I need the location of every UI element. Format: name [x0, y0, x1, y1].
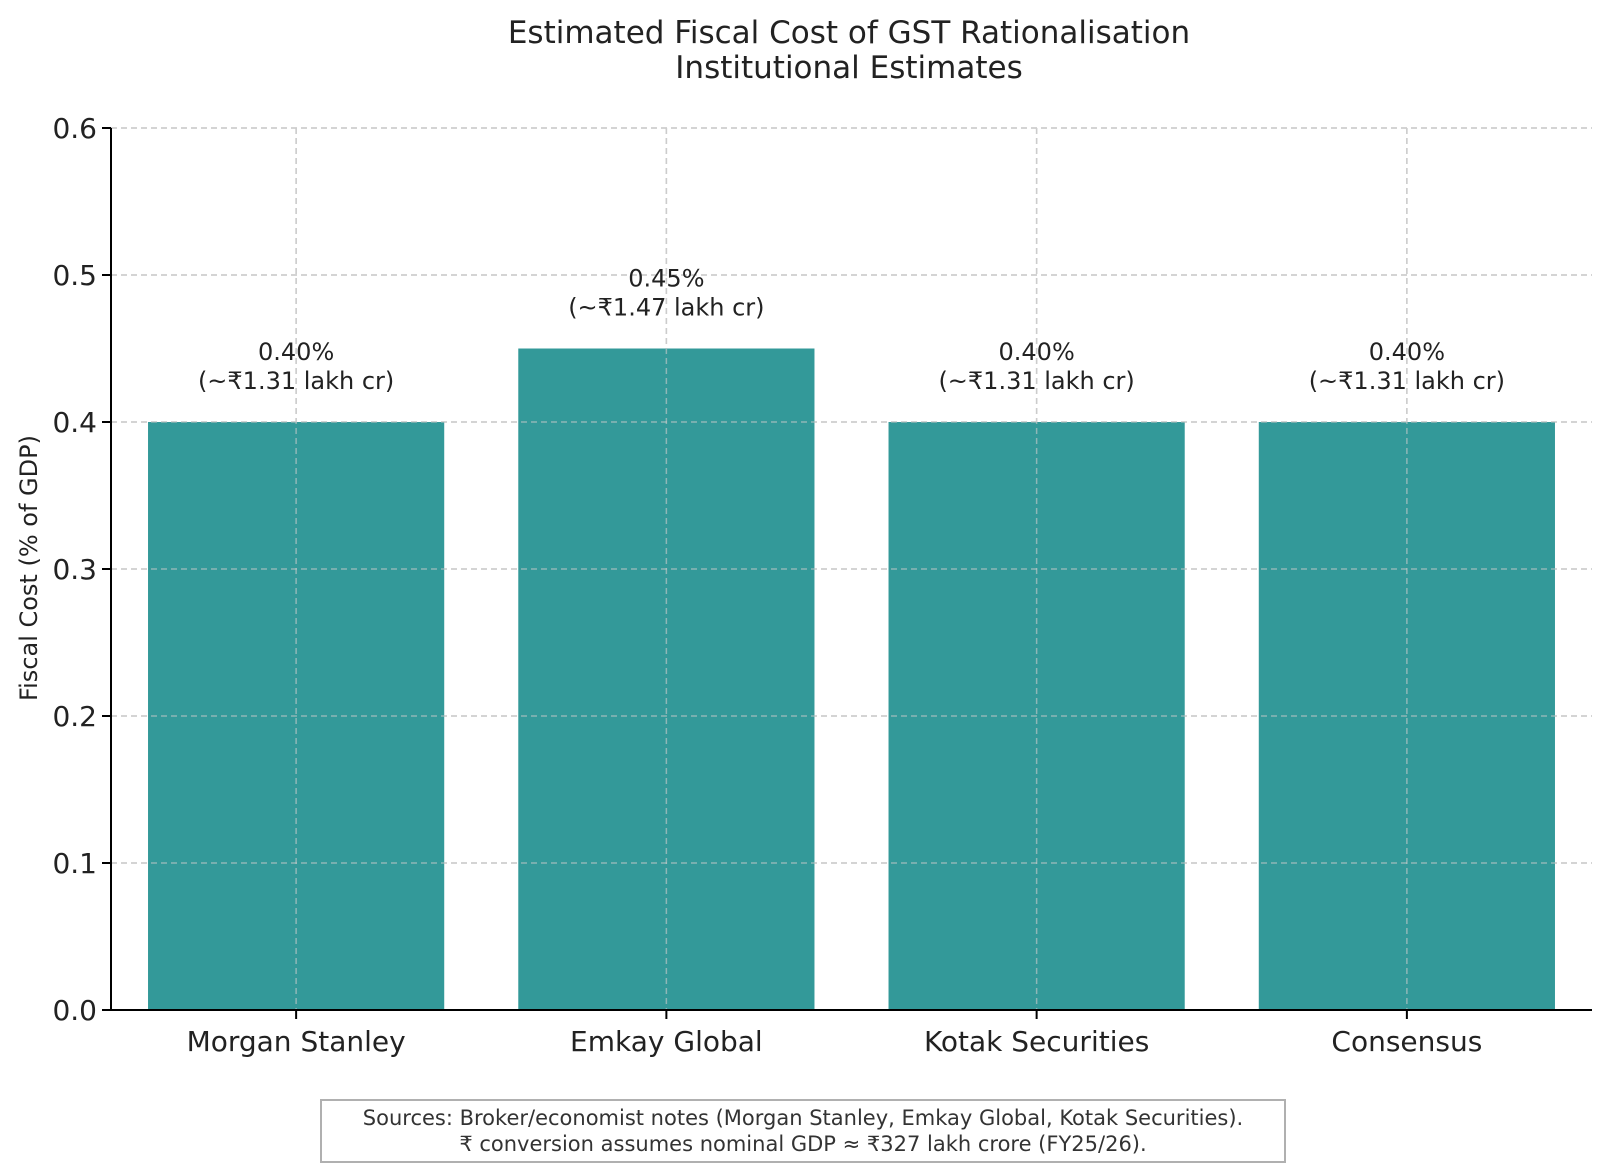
y-tick-label: 0.0 [52, 994, 97, 1027]
y-tick-label: 0.2 [52, 700, 97, 733]
chart-subtitle: Institutional Estimates [675, 50, 1022, 86]
data-label: (~₹1.31 lakh cr) [938, 367, 1134, 395]
y-tick-label: 0.6 [52, 112, 97, 145]
y-tick-label: 0.3 [52, 553, 97, 586]
y-tick-label: 0.1 [52, 847, 97, 880]
sources-note-line-2: ₹ conversion assumes nominal GDP ≈ ₹327 … [459, 1132, 1147, 1156]
bars: 0.40%(~₹1.31 lakh cr)0.45%(~₹1.47 lakh c… [111, 127, 1592, 1010]
sources-note-line-1: Sources: Broker/economist notes (Morgan … [362, 1106, 1244, 1130]
x-tick-label: Kotak Securities [924, 1025, 1149, 1058]
y-tick-label: 0.4 [52, 406, 97, 439]
data-label: 0.40% [1369, 338, 1445, 366]
axes: 0.0 0.1 0.2 0.3 0.4 0.5 0.6 Morgan Stanley Emkay… [52, 112, 1592, 1058]
y-tick-label: 0.5 [52, 259, 97, 292]
x-tick-label: Emkay Global [570, 1025, 763, 1058]
data-label: 0.40% [258, 338, 334, 366]
data-label: 0.45% [628, 265, 704, 293]
x-tick-label: Consensus [1331, 1025, 1482, 1058]
data-label: (~₹1.31 lakh cr) [1309, 367, 1505, 395]
data-label: (~₹1.47 lakh cr) [568, 294, 764, 322]
data-label: 0.40% [999, 338, 1075, 366]
data-label: (~₹1.31 lakh cr) [198, 367, 394, 395]
y-axis-label: Fiscal Cost (% of GDP) [15, 435, 43, 701]
sources-note: Sources: Broker/economist notes (Morgan … [320, 1099, 1286, 1163]
chart-title: Estimated Fiscal Cost of GST Rationalisa… [508, 15, 1190, 51]
x-tick-label: Morgan Stanley [187, 1025, 406, 1058]
